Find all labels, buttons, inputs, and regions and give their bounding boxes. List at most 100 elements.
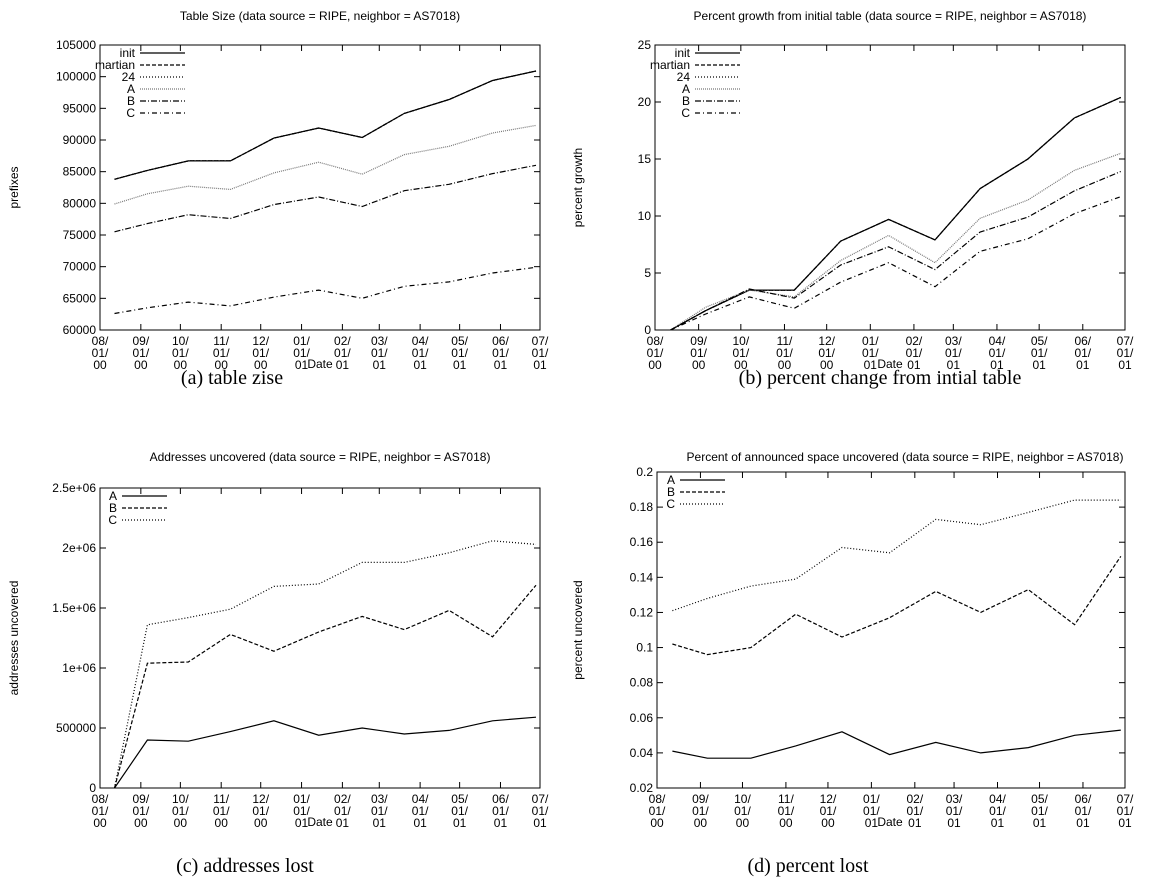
x-tick-label-line: 04/ (412, 334, 429, 348)
x-tick-label-line: 01/ (692, 804, 709, 818)
plot-frame (99, 487, 541, 789)
caption: (d) percent lost (747, 855, 869, 877)
x-tick-label: 04/01/01 (412, 792, 429, 830)
x-tick-label-line: 01/ (906, 804, 923, 818)
x-tick-label: 05/01/01 (1031, 334, 1048, 372)
chart-title: Percent growth from initial table (data … (694, 9, 1087, 23)
x-tick-label: 03/01/01 (371, 792, 388, 830)
x-tick-label-line: 01 (494, 358, 508, 372)
x-tick-label-line: 01/ (863, 804, 880, 818)
x-tick-label: 10/01/00 (172, 792, 189, 830)
x-tick-label-line: 01/ (92, 804, 109, 818)
x-tick-label-line: 01 (1076, 358, 1090, 372)
x-tick-label-line: 01 (991, 816, 1005, 830)
x-tick-label: 01/01/01 (862, 334, 879, 372)
y-tick-label: 25 (638, 38, 652, 52)
x-tick-label-line: 01 (1076, 816, 1090, 830)
legend-label: A (127, 82, 135, 96)
caption: (c) addresses lost (176, 855, 314, 877)
x-tick-label-line: 01 (990, 358, 1004, 372)
x-tick-label-line: 12/ (818, 334, 835, 348)
x-tick-label-line: 01/ (334, 804, 351, 818)
x-tick-label: 09/01/00 (692, 792, 709, 830)
x-tick-label-line: 00 (215, 358, 229, 372)
x-tick-label-line: 12/ (252, 334, 269, 348)
x-tick-label: 02/01/01 (906, 334, 923, 372)
x-tick-label: 04/01/01 (412, 334, 429, 372)
x-tick-label-line: 01 (865, 816, 879, 830)
legend-label: B (109, 501, 117, 515)
x-tick-label-line: 08/ (647, 334, 664, 348)
series-line (670, 196, 1122, 331)
series-line (672, 555, 1122, 656)
x-tick-label-line: 10/ (734, 792, 751, 806)
x-tick-label: 03/01/01 (946, 792, 963, 830)
x-tick-label-line: 00 (821, 816, 835, 830)
x-tick-label-line: 00 (734, 358, 748, 372)
x-tick-label-line: 01 (295, 358, 309, 372)
x-tick-label: 04/01/01 (989, 792, 1006, 830)
x-tick-label: 09/01/00 (132, 334, 149, 372)
x-tick-label-line: 01/ (132, 804, 149, 818)
x-tick-label: 08/01/00 (92, 334, 109, 372)
x-tick-label-line: 07/ (1117, 792, 1134, 806)
plot-frame (99, 44, 541, 331)
x-tick-label: 02/01/01 (334, 334, 351, 372)
y-tick-label: 10 (638, 209, 652, 223)
x-tick-label: 03/01/01 (945, 334, 962, 372)
x-tick-label: 11/01/00 (213, 792, 230, 830)
x-tick-label-line: 08/ (649, 792, 666, 806)
x-tick-label-line: 01 (1118, 816, 1132, 830)
y-tick-label: 0.06 (630, 711, 654, 725)
x-axis-label: Date (877, 357, 903, 371)
x-axis-label: Date (877, 815, 903, 829)
x-tick-label-line: 00 (736, 816, 750, 830)
x-tick-label-line: 01/ (293, 804, 310, 818)
x-tick-label-line: 01/ (213, 804, 230, 818)
x-tick-label-line: 01 (533, 816, 547, 830)
x-tick-label-line: 09/ (132, 792, 149, 806)
x-tick-label-line: 01 (1118, 358, 1132, 372)
x-tick-label-line: 06/ (1074, 334, 1091, 348)
caption: (a) table zise (181, 367, 283, 389)
y-tick-label: 5 (644, 266, 651, 280)
x-tick-label: 11/01/00 (213, 334, 230, 372)
x-tick-label: 08/01/00 (649, 792, 666, 830)
x-tick-label-line: 01 (907, 358, 921, 372)
x-tick-label-line: 09/ (692, 792, 709, 806)
x-tick-label-line: 00 (254, 358, 268, 372)
x-tick-label: 02/01/01 (906, 792, 923, 830)
x-tick-label: 01/01/01 (293, 792, 310, 830)
x-tick-label-line: 01/ (862, 334, 879, 348)
x-tick-label-line: 01 (494, 816, 508, 830)
y-tick-label: 0.14 (630, 570, 654, 584)
x-tick-label: 12/01/00 (252, 334, 269, 372)
x-tick-label-line: 08/ (92, 334, 109, 348)
x-tick-label-line: 00 (93, 816, 107, 830)
x-tick-label-line: 01/ (252, 804, 269, 818)
legend-label: martian (95, 58, 135, 72)
legend-label: C (666, 497, 675, 511)
y-tick-label: 70000 (63, 260, 97, 274)
y-tick-label: 80000 (63, 196, 97, 210)
x-tick-label-line: 02/ (334, 792, 351, 806)
x-tick-label: 05/01/01 (451, 792, 468, 830)
y-tick-label: 60000 (63, 323, 97, 337)
x-tick-label-line: 01 (413, 358, 427, 372)
y-tick-label: 0.04 (630, 746, 654, 760)
x-tick-label-line: 01 (336, 358, 350, 372)
x-tick-label: 07/01/01 (1117, 792, 1134, 830)
x-tick-label-line: 01/ (492, 804, 509, 818)
x-tick-label-line: 01 (373, 358, 387, 372)
x-tick-label-line: 01/ (293, 792, 310, 806)
legend-label: A (682, 82, 690, 96)
y-tick-label: 0 (644, 323, 651, 337)
series-line (114, 164, 537, 233)
x-tick-label-line: 00 (650, 816, 664, 830)
x-tick-label-line: 01/ (172, 804, 189, 818)
y-tick-label: 2.5e+06 (52, 481, 96, 495)
x-tick-label-line: 10/ (732, 334, 749, 348)
x-tick-label-line: 05/ (1031, 792, 1048, 806)
chart: Table Size (data source = RIPE, neighbor… (7, 9, 549, 389)
x-tick-label-line: 01/ (492, 346, 509, 360)
